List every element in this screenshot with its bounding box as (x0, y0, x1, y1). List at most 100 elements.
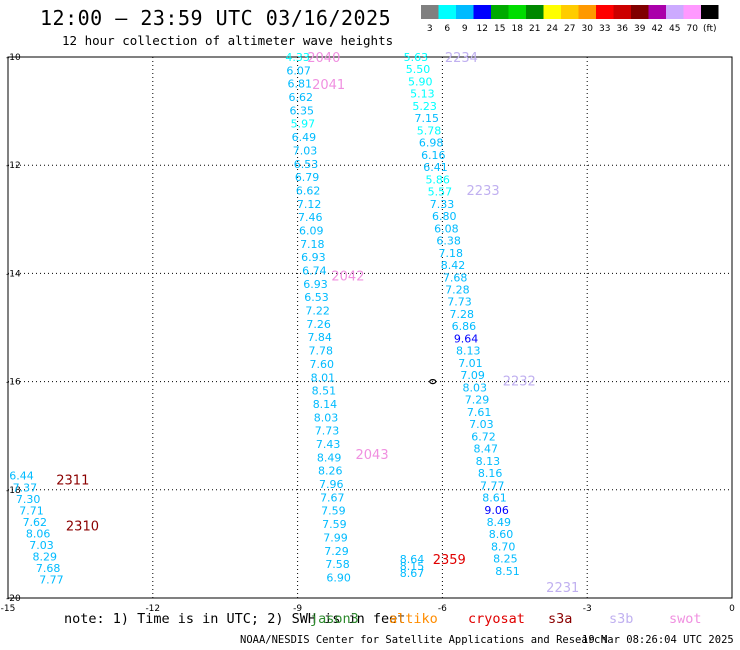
footer-timestamp: 19 Mar 08:26:04 UTC 2025 (582, 634, 734, 646)
wave-height-value: 7.59 (322, 518, 347, 531)
wave-height-value: 7.58 (325, 558, 350, 571)
colorbar-swatch (648, 5, 666, 19)
wave-height-value: 8.25 (493, 553, 518, 566)
wave-height-value: 6.08 (434, 222, 459, 235)
pass-time-label: 2311 (56, 474, 89, 489)
wave-height-value: 5.50 (406, 63, 431, 76)
colorbar-swatch (561, 5, 579, 19)
wave-height-value: 9.64 (454, 332, 479, 345)
wave-height-value: 5.13 (410, 88, 435, 101)
colorbar-swatch (438, 5, 456, 19)
wave-height-value: 7.84 (307, 331, 332, 344)
x-tick-label: -15 (1, 604, 16, 614)
y-tick-label: -10 (6, 53, 21, 63)
pass-time-label: 2233 (467, 184, 500, 199)
x-tick-label: -3 (583, 604, 592, 614)
colorbar-swatch (526, 5, 544, 19)
y-tick-label: -16 (6, 378, 21, 388)
wave-height-value: 4.33 (285, 51, 310, 64)
colorbar-swatch (596, 5, 614, 19)
wave-height-value: 5.57 (428, 186, 453, 199)
wave-height-value: 6.93 (303, 278, 328, 291)
x-tick-label: 0 (729, 604, 735, 614)
wave-height-value: 7.68 (443, 271, 468, 284)
wave-height-value: 7.96 (319, 478, 344, 491)
colorbar-label: 27 (564, 24, 575, 34)
note-line: note: 1) Time is in UTC; 2) SWH is in fe… (64, 611, 405, 627)
satellite-label-s3b: s3b (609, 611, 634, 627)
wave-height-value: 7.77 (39, 574, 64, 587)
wave-height-value: 7.03 (469, 418, 494, 431)
wave-height-value: 9.06 (484, 504, 509, 517)
wave-height-value: 6.53 (294, 158, 319, 171)
wave-height-value: 5.86 (425, 173, 450, 186)
wave-height-value: 6.79 (295, 171, 320, 184)
y-tick-label: -18 (6, 486, 21, 496)
x-tick-label: -6 (438, 604, 447, 614)
wave-height-value: 6.16 (421, 149, 446, 162)
wave-height-value: 8.60 (489, 528, 514, 541)
wave-height-value: 7.09 (460, 369, 485, 382)
wave-height-value: 7.61 (467, 406, 492, 419)
wave-height-value: 7.68 (36, 562, 61, 575)
colorbar-label: 12 (477, 24, 488, 34)
colorbar-swatch (421, 5, 439, 19)
wave-height-value: 6.72 (471, 430, 496, 443)
wave-height-value: 8.49 (317, 451, 342, 464)
wave-height-value: 7.28 (449, 308, 474, 321)
wave-height-value: 7.30 (16, 493, 41, 506)
chart-title: 12:00 – 23:59 UTC 03/16/2025 (40, 6, 392, 30)
wave-height-value: 6.98 (419, 137, 444, 150)
wave-height-value: 5.78 (417, 124, 442, 137)
wave-height-value: 6.35 (290, 104, 315, 117)
wave-height-value: 8.01 (311, 371, 336, 384)
footer-credit: NOAA/NESDIS Center for Satellite Applica… (240, 634, 607, 646)
colorbar-label: 6 (444, 24, 450, 34)
wave-height-value: 7.37 (13, 481, 38, 494)
colorbar-swatch (683, 5, 701, 19)
wave-height-value: 7.18 (300, 238, 325, 251)
plot-frame (7, 56, 733, 599)
wave-height-value: 8.03 (314, 411, 339, 424)
wave-height-value: 6.38 (436, 235, 461, 248)
wave-height-value: 6.41 (423, 161, 448, 174)
pass-time-label: 2310 (66, 520, 99, 535)
wave-height-value: 8.42 (441, 259, 466, 272)
wave-height-value: 7.59 (321, 505, 346, 518)
wave-height-value: 6.80 (432, 210, 457, 223)
colorbar-swatch (631, 5, 649, 19)
wave-height-value: 5.23 (412, 100, 437, 113)
x-tick-label: -9 (293, 604, 302, 614)
satellite-label-altiko: altiko (389, 611, 438, 627)
x-tick-label: -12 (145, 604, 160, 614)
wave-height-value: 5.90 (408, 75, 433, 88)
pass-time-label: 2040 (307, 51, 340, 66)
wave-height-value: 8.51 (495, 565, 520, 578)
wave-height-value: 7.71 (19, 504, 44, 517)
wave-height-value: 6.90 (326, 571, 351, 584)
pass-time-label: 2041 (312, 78, 345, 93)
colorbar-swatch (456, 5, 474, 19)
wave-height-value: 7.18 (439, 247, 464, 260)
satellite-label-cryosat: cryosat (468, 611, 525, 627)
pass-time-label: 2231 (546, 581, 579, 596)
colorbar-label: 33 (599, 24, 610, 34)
wave-height-value: 7.62 (23, 516, 48, 529)
wave-height-value: 7.26 (306, 318, 331, 331)
wave-height-value: 7.01 (458, 357, 483, 370)
colorbar-label: 21 (529, 24, 540, 34)
wave-height-value: 8.61 (482, 492, 507, 505)
y-tick-label: -14 (6, 269, 21, 279)
island-outline (429, 379, 437, 385)
wave-height-value: 6.93 (301, 251, 326, 264)
wave-height-value: 7.03 (29, 539, 54, 552)
wave-height-value: 7.03 (293, 144, 318, 157)
wave-height-value: 8.70 (491, 540, 516, 553)
colorbar-swatch (543, 5, 561, 19)
wave-height-value: 7.73 (315, 425, 340, 438)
pass-time-label: 2232 (503, 375, 536, 390)
wave-height-value: 6.49 (292, 131, 317, 144)
colorbar-label: 9 (462, 24, 468, 34)
wave-height-value: 8.16 (478, 467, 503, 480)
colorbar-label: (ft) (703, 24, 717, 34)
